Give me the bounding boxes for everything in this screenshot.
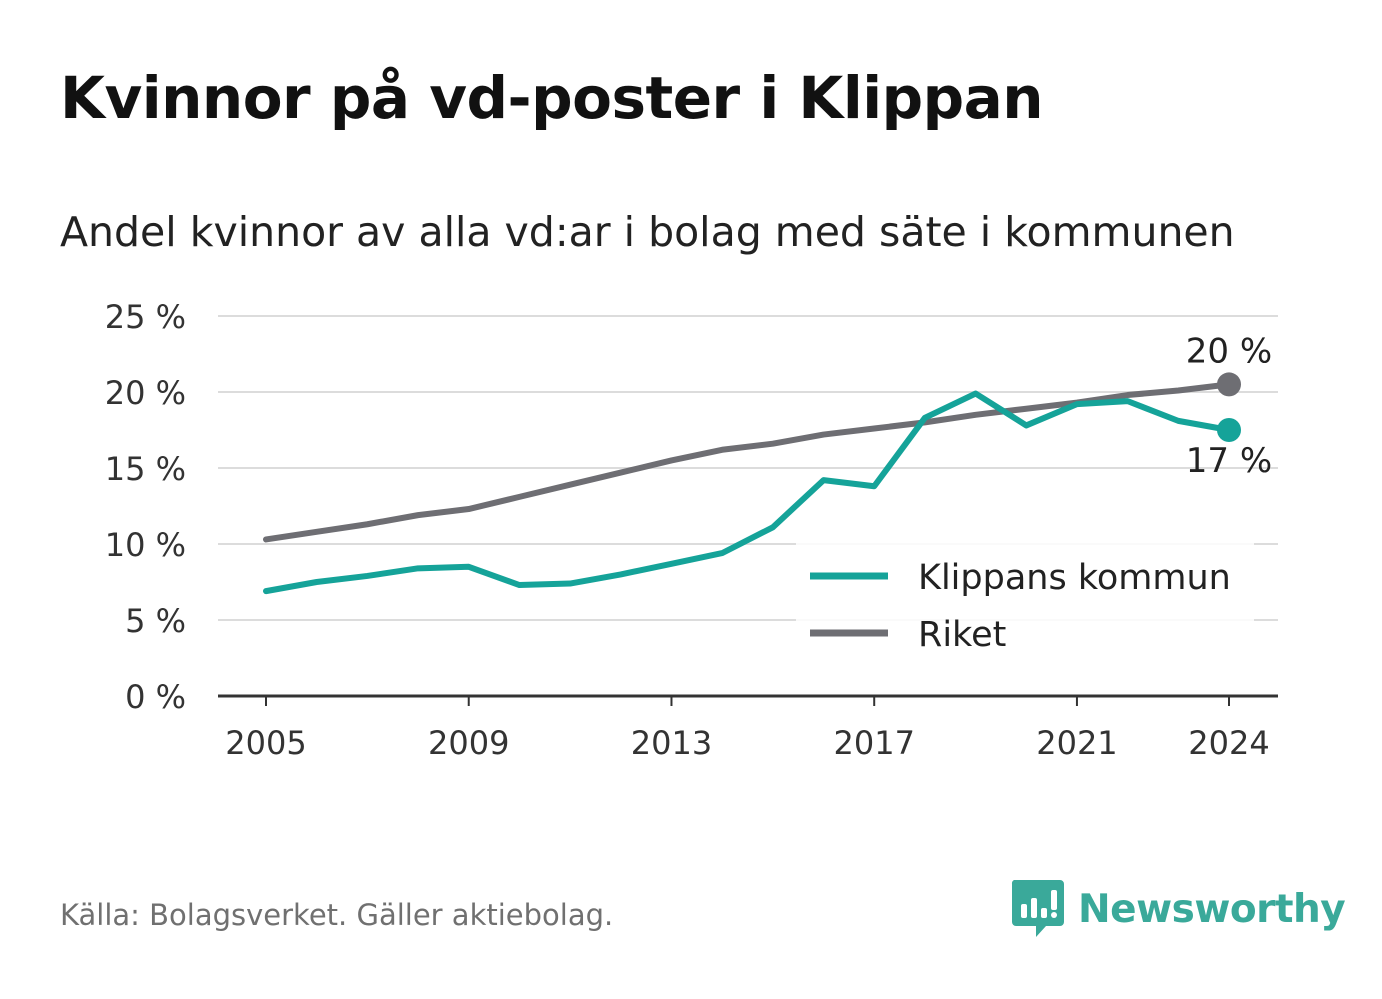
x-tick-label: 2009 bbox=[428, 724, 509, 762]
end-point bbox=[1217, 372, 1241, 397]
y-tick-label: 5 % bbox=[125, 602, 186, 640]
end-value-label: 20 % bbox=[1186, 331, 1272, 371]
x-tick-label: 2005 bbox=[225, 724, 306, 762]
y-tick-label: 25 % bbox=[105, 298, 186, 336]
legend-label: Klippans kommun bbox=[918, 558, 1231, 598]
y-tick-label: 20 % bbox=[105, 374, 186, 412]
x-tick-label: 2017 bbox=[833, 724, 914, 762]
legend-label: Riket bbox=[918, 615, 1006, 655]
y-tick-label: 0 % bbox=[125, 678, 186, 716]
newsworthy-logo-icon bbox=[1011, 880, 1064, 937]
series-line-riket bbox=[263, 381, 1232, 543]
y-tick-label: 10 % bbox=[105, 526, 186, 564]
end-point bbox=[1217, 418, 1241, 442]
brand-name: Newsworthy bbox=[1078, 886, 1346, 932]
chart-subtitle: Andel kvinnor av alla vd:ar i bolag med … bbox=[60, 208, 1235, 256]
chart-title: Kvinnor på vd-poster i Klippan bbox=[60, 64, 1044, 132]
x-tick-label: 2024 bbox=[1188, 724, 1269, 762]
x-tick-label: 2021 bbox=[1036, 724, 1117, 762]
x-tick-label: 2013 bbox=[631, 724, 712, 762]
series-line-klippans-kommun bbox=[263, 390, 1232, 595]
end-value-label: 17 % bbox=[1186, 441, 1272, 481]
y-tick-label: 15 % bbox=[105, 450, 186, 488]
source-note: Källa: Bolagsverket. Gäller aktiebolag. bbox=[60, 898, 614, 932]
newsworthy-logo: Newsworthy bbox=[1010, 878, 1346, 940]
